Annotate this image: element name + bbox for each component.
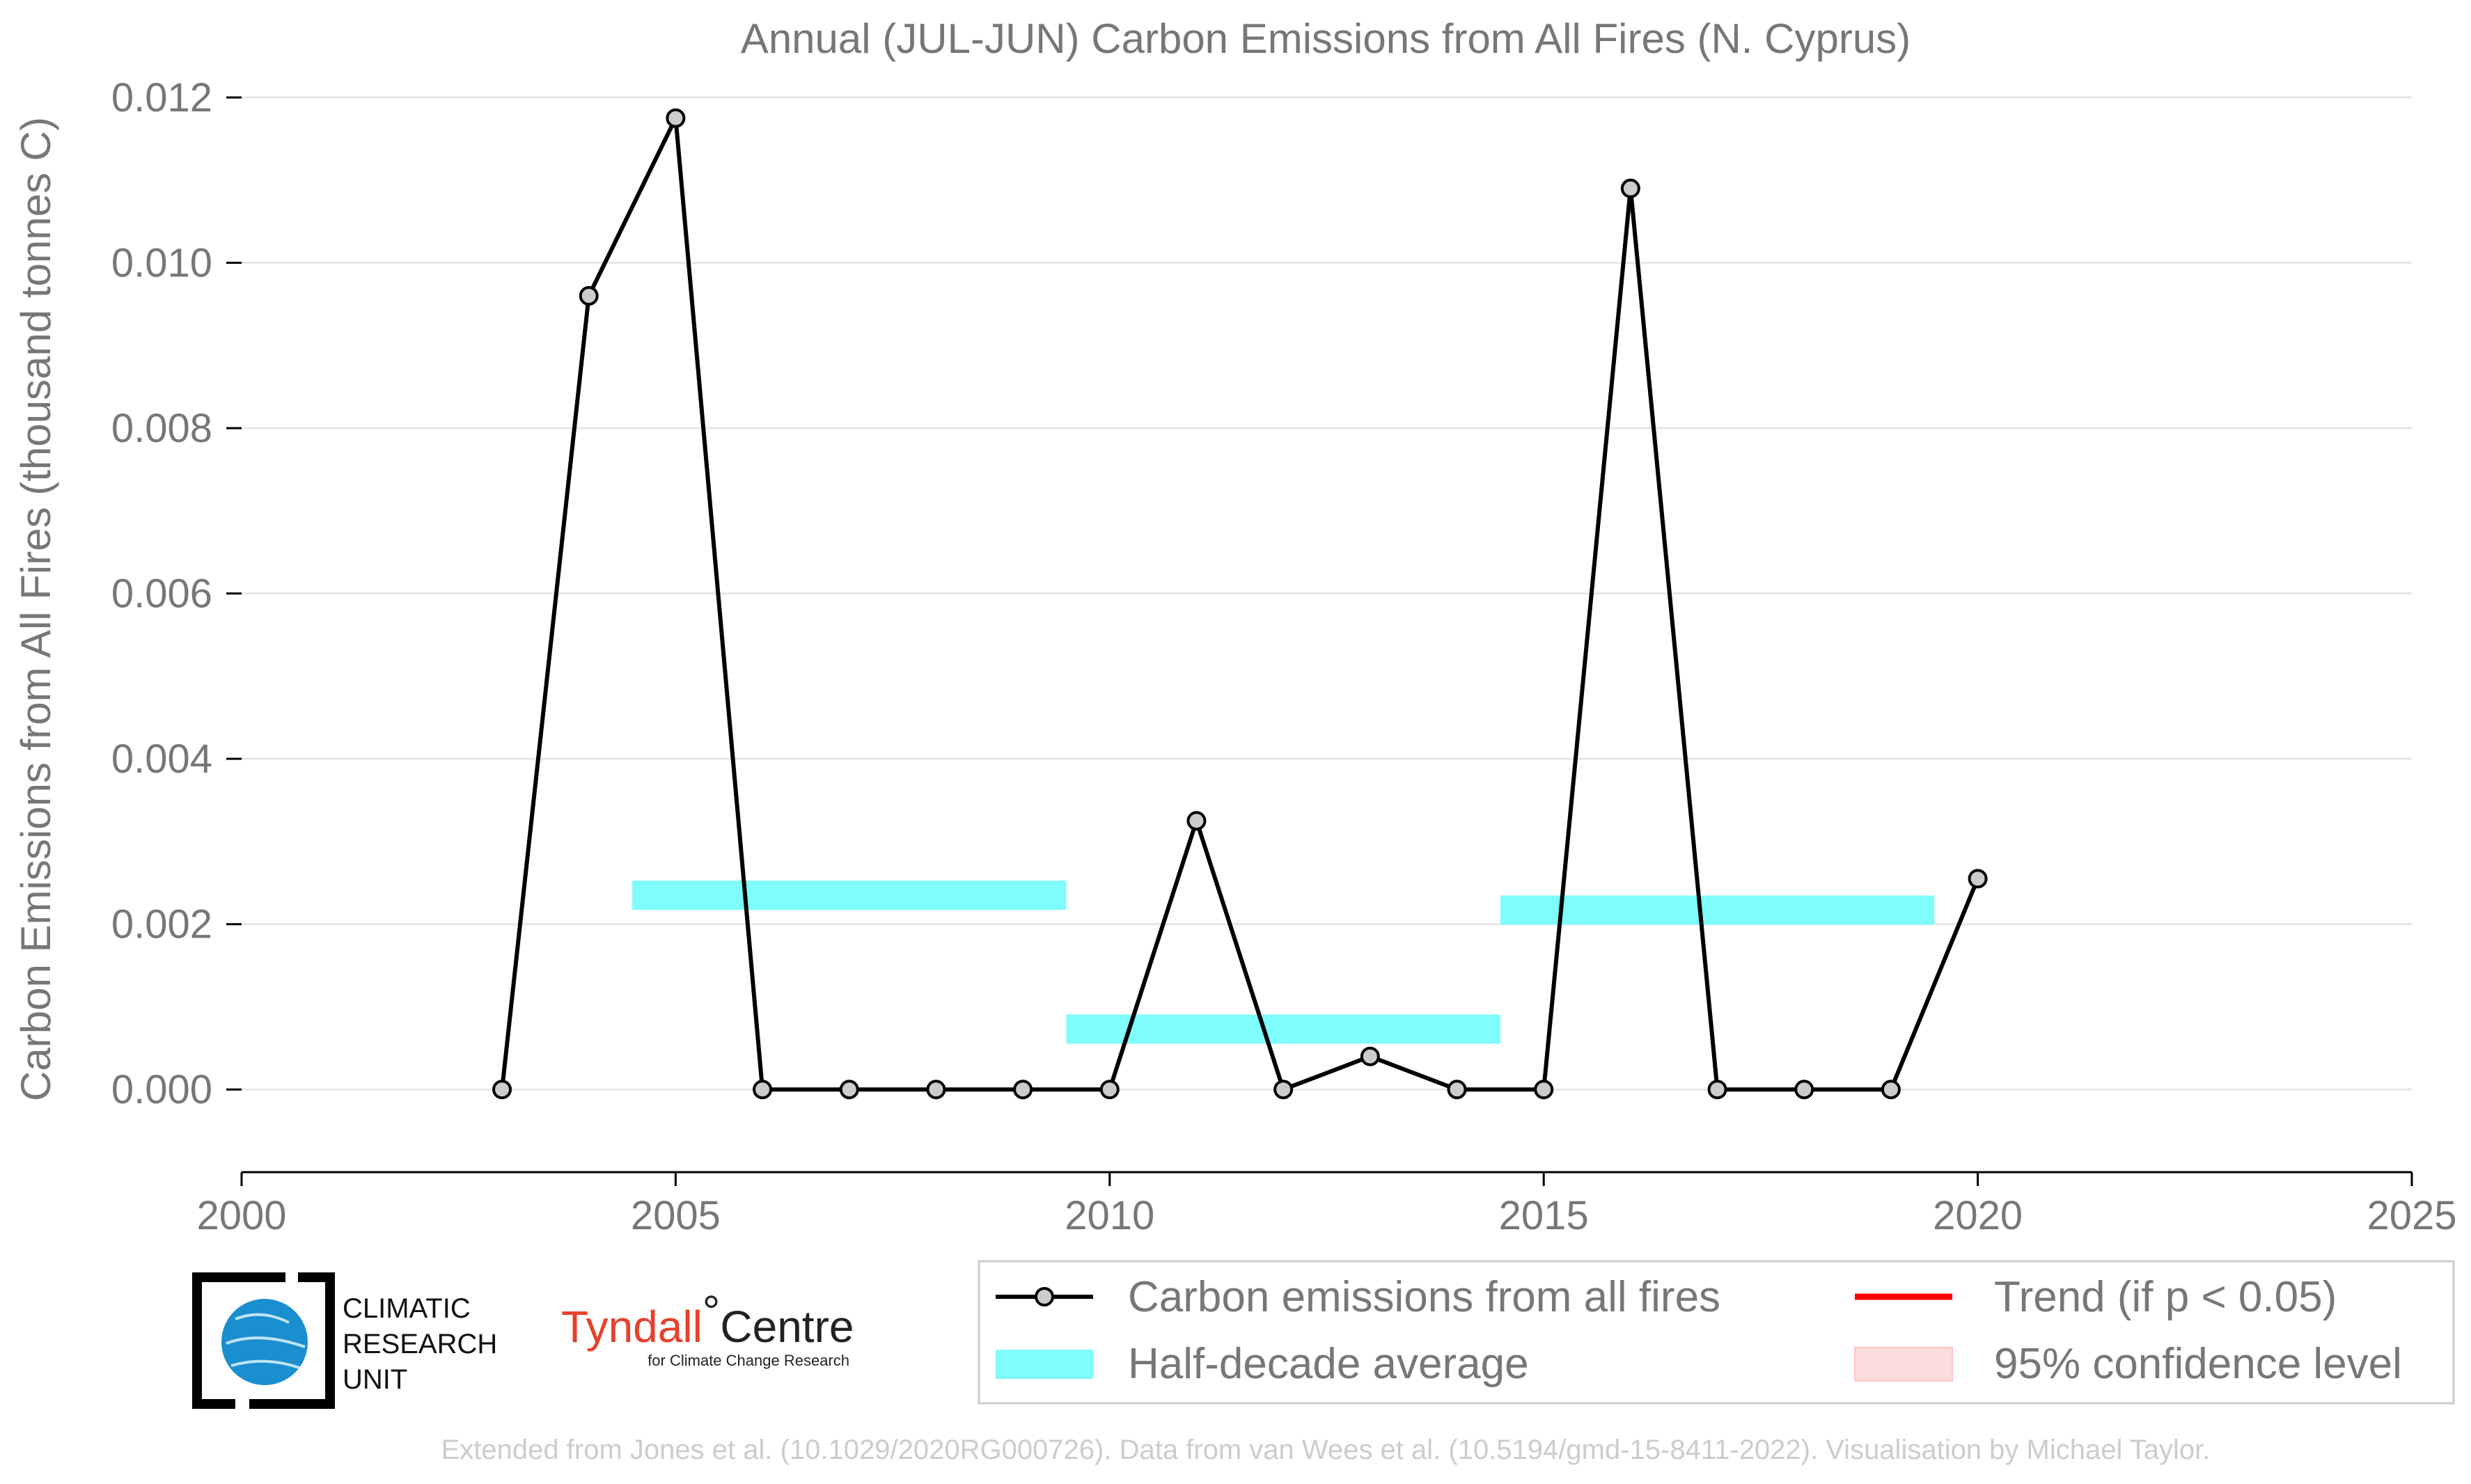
- half-decade-band-1: [1066, 1014, 1500, 1044]
- emissions-series: [492, 108, 1988, 1100]
- data-point-2017: [1707, 1080, 1727, 1100]
- x-tick-label-0: 2000: [196, 1193, 286, 1238]
- legend: Carbon emissions from all fires Trend (i…: [978, 1260, 2455, 1405]
- cru-logo: CLIMATIC RESEARCH UNIT: [192, 1272, 497, 1409]
- y-tick-label-4: 0.008: [111, 406, 212, 451]
- data-point-2003: [492, 1080, 512, 1100]
- legend-frame: [978, 1260, 2455, 1405]
- cru-bracket-icon: [192, 1272, 285, 1409]
- x-tick-label-3: 2015: [1499, 1193, 1589, 1238]
- tyndall-logo: Tyndall°Centre for Climate Change Resear…: [561, 1286, 854, 1369]
- globe-continent-icon: [226, 1313, 306, 1369]
- footer-credit: Extended from Jones et al. (10.1029/2020…: [441, 1435, 2211, 1465]
- x-tick-label-1: 2005: [631, 1193, 721, 1238]
- cru-line-1: CLIMATIC: [343, 1293, 471, 1324]
- cru-bracket-right-icon: [249, 1272, 335, 1409]
- y-tick-label-2: 0.004: [111, 736, 212, 782]
- data-point-2015: [1534, 1080, 1554, 1100]
- x-axis: 2000 2005 2010 2015 2020 2025: [196, 1171, 2457, 1238]
- chart-title: Annual (JUL-JUN) Carbon Emissions from A…: [741, 15, 1911, 62]
- y-axis-label: Carbon Emissions from All Fires (thousan…: [13, 117, 59, 1101]
- legend-band-icon: [996, 1350, 1093, 1379]
- tyndall-wordmark: Tyndall°Centre: [561, 1286, 854, 1352]
- data-point-2004: [579, 286, 599, 306]
- legend-label-half-decade: Half-decade average: [1128, 1340, 1529, 1388]
- y-tick-label-6: 0.012: [111, 75, 212, 120]
- y-tick-label-3: 0.006: [111, 571, 212, 617]
- data-point-2014: [1447, 1080, 1467, 1100]
- cru-line-2: RESEARCH: [343, 1329, 497, 1359]
- x-tick-label-2: 2010: [1065, 1193, 1154, 1238]
- half-decade-band-2: [1500, 895, 1935, 925]
- legend-confidence-patch-icon: [1854, 1347, 1953, 1382]
- data-point-2008: [926, 1080, 946, 1100]
- data-point-2009: [1013, 1080, 1033, 1100]
- tyndall-subtitle: for Climate Change Research: [648, 1352, 849, 1369]
- half-decade-band-0: [632, 881, 1067, 910]
- data-point-2010: [1099, 1080, 1120, 1100]
- data-point-2011: [1186, 811, 1207, 831]
- y-tick-label-0: 0.000: [111, 1067, 212, 1112]
- data-point-2013: [1360, 1046, 1380, 1066]
- series-line-0: [500, 110, 1980, 1093]
- data-point-2007: [839, 1080, 859, 1100]
- data-point-2012: [1273, 1080, 1294, 1100]
- legend-marker-icon: [1035, 1287, 1054, 1307]
- legend-label-trend: Trend (if p < 0.05): [1994, 1273, 2337, 1321]
- legend-label-confidence: 95% confidence level: [1994, 1340, 2402, 1388]
- x-tick-label-4: 2020: [1933, 1193, 2023, 1238]
- data-point-2016: [1620, 178, 1640, 198]
- cru-line-3: UNIT: [343, 1364, 407, 1395]
- y-tick-label-5: 0.010: [111, 241, 212, 286]
- y-axis: 0.000 0.002 0.004 0.006 0.008 0.010 0.012: [111, 75, 242, 1112]
- data-point-2018: [1794, 1080, 1814, 1100]
- legend-label-emissions: Carbon emissions from all fires: [1128, 1273, 1720, 1321]
- data-point-2019: [1881, 1080, 1901, 1100]
- data-point-2006: [753, 1080, 773, 1100]
- data-point-2005: [666, 108, 686, 128]
- x-tick-label-5: 2025: [2367, 1193, 2456, 1238]
- y-tick-label-1: 0.002: [111, 902, 212, 947]
- gridlines: [242, 96, 2412, 1091]
- data-point-2020: [1968, 869, 1988, 889]
- half-decade-bands: [632, 881, 1935, 1044]
